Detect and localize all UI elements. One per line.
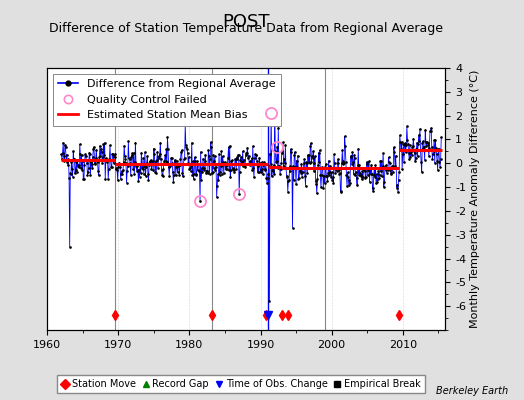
Legend: Station Move, Record Gap, Time of Obs. Change, Empirical Break: Station Move, Record Gap, Time of Obs. C… — [58, 375, 424, 393]
Text: Difference of Station Temperature Data from Regional Average: Difference of Station Temperature Data f… — [49, 22, 443, 35]
Y-axis label: Monthly Temperature Anomaly Difference (°C): Monthly Temperature Anomaly Difference (… — [471, 70, 481, 328]
Legend: Difference from Regional Average, Quality Control Failed, Estimated Station Mean: Difference from Regional Average, Qualit… — [53, 74, 281, 126]
Text: POST: POST — [223, 13, 270, 31]
Text: Berkeley Earth: Berkeley Earth — [436, 386, 508, 396]
